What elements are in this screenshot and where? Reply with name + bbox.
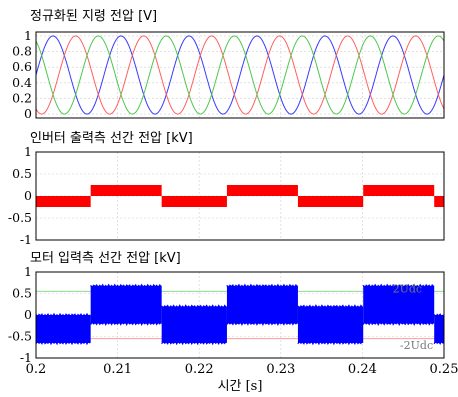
- voltage-band: [297, 306, 364, 343]
- annotation-label: -2Udc: [400, 339, 433, 352]
- y-tick-label: 0: [24, 188, 32, 203]
- pwm-band: [36, 196, 91, 207]
- x-tick-label: 0.21: [103, 362, 132, 377]
- panel-3-title: 모터 입력측 선간 전압 [kV]: [30, 251, 181, 266]
- series-line-3: [35, 35, 445, 115]
- x-tick-label: 0.2: [26, 362, 47, 377]
- y-tick-label: 0.2: [12, 90, 32, 105]
- voltage-band: [90, 285, 162, 324]
- y-tick-label: 0: [24, 106, 32, 121]
- panel-1-frame: [35, 31, 445, 119]
- panel-reference-voltage: 정규화된 지령 전압 [V] 00.20.40.60.81: [12, 9, 445, 121]
- voltage-band: [226, 285, 298, 324]
- ringing-bottom: [297, 338, 363, 346]
- y-tick-label: -0.5: [8, 329, 32, 344]
- y-tick-label: 1: [24, 28, 32, 43]
- ringing-top: [433, 313, 444, 320]
- y-tick-label: 0.4: [12, 75, 32, 90]
- ringing-top: [90, 283, 162, 291]
- ringing-bottom: [226, 319, 298, 326]
- panel-motor-voltage: 모터 입력측 선간 전압 [kV] -1 -0.5 0 0.5 1 2Udc -2Udc 0.…: [8, 251, 458, 377]
- ringing-bottom: [433, 338, 444, 345]
- y-tick-label: 0.6: [12, 59, 32, 74]
- voltage-band: [161, 306, 227, 343]
- ringing-bottom: [35, 338, 91, 346]
- pwm-band: [161, 196, 227, 207]
- ringing-bottom: [90, 319, 162, 326]
- pwm-band: [90, 185, 162, 196]
- panel-inverter-voltage: 인버터 출력측 선간 전압 [kV] -1 -0.5 0 0.5 1: [8, 131, 445, 247]
- voltage-band: [36, 315, 91, 343]
- ringing-top: [35, 312, 91, 320]
- voltage-band: [363, 285, 435, 324]
- voltage-band: [434, 315, 444, 343]
- ringing-bottom: [362, 319, 435, 326]
- x-tick-label: 0.23: [266, 362, 295, 377]
- pwm-band: [434, 196, 444, 207]
- annotation-label: 2Udc: [393, 282, 422, 295]
- y-tick-label: 0.5: [12, 166, 32, 181]
- y-tick-label: 1: [24, 144, 32, 159]
- y-tick-label: 0.8: [12, 44, 32, 59]
- panel-3-frame: [35, 271, 445, 359]
- y-tick-label: -0.5: [8, 210, 32, 225]
- y-tick-label: 0: [24, 307, 32, 322]
- ringing-bottom: [161, 338, 227, 346]
- y-tick-label: 0.5: [12, 286, 32, 301]
- series-line-1: [35, 35, 445, 115]
- y-tick-label: 1: [24, 264, 32, 279]
- x-tick-label: 0.25: [430, 362, 458, 377]
- ringing-top: [297, 304, 363, 311]
- x-axis-label: 시간 [s]: [218, 379, 263, 394]
- y-tick-label: -1: [20, 232, 32, 247]
- y-tick-label: -1: [20, 350, 32, 365]
- panel-1-title: 정규화된 지령 전압 [V]: [30, 9, 157, 24]
- panel-2-title: 인버터 출력측 선간 전압 [kV]: [30, 131, 193, 146]
- x-tick-label: 0.22: [185, 362, 214, 377]
- panel-2-frame: [35, 151, 445, 241]
- pwm-band: [297, 196, 364, 207]
- ringing-top: [226, 283, 298, 291]
- series-line-2: [35, 35, 445, 115]
- pwm-band: [363, 185, 435, 196]
- x-tick-label: 0.24: [348, 362, 377, 377]
- ringing-top: [362, 283, 435, 291]
- pwm-band: [226, 185, 298, 196]
- ringing-top: [161, 304, 227, 311]
